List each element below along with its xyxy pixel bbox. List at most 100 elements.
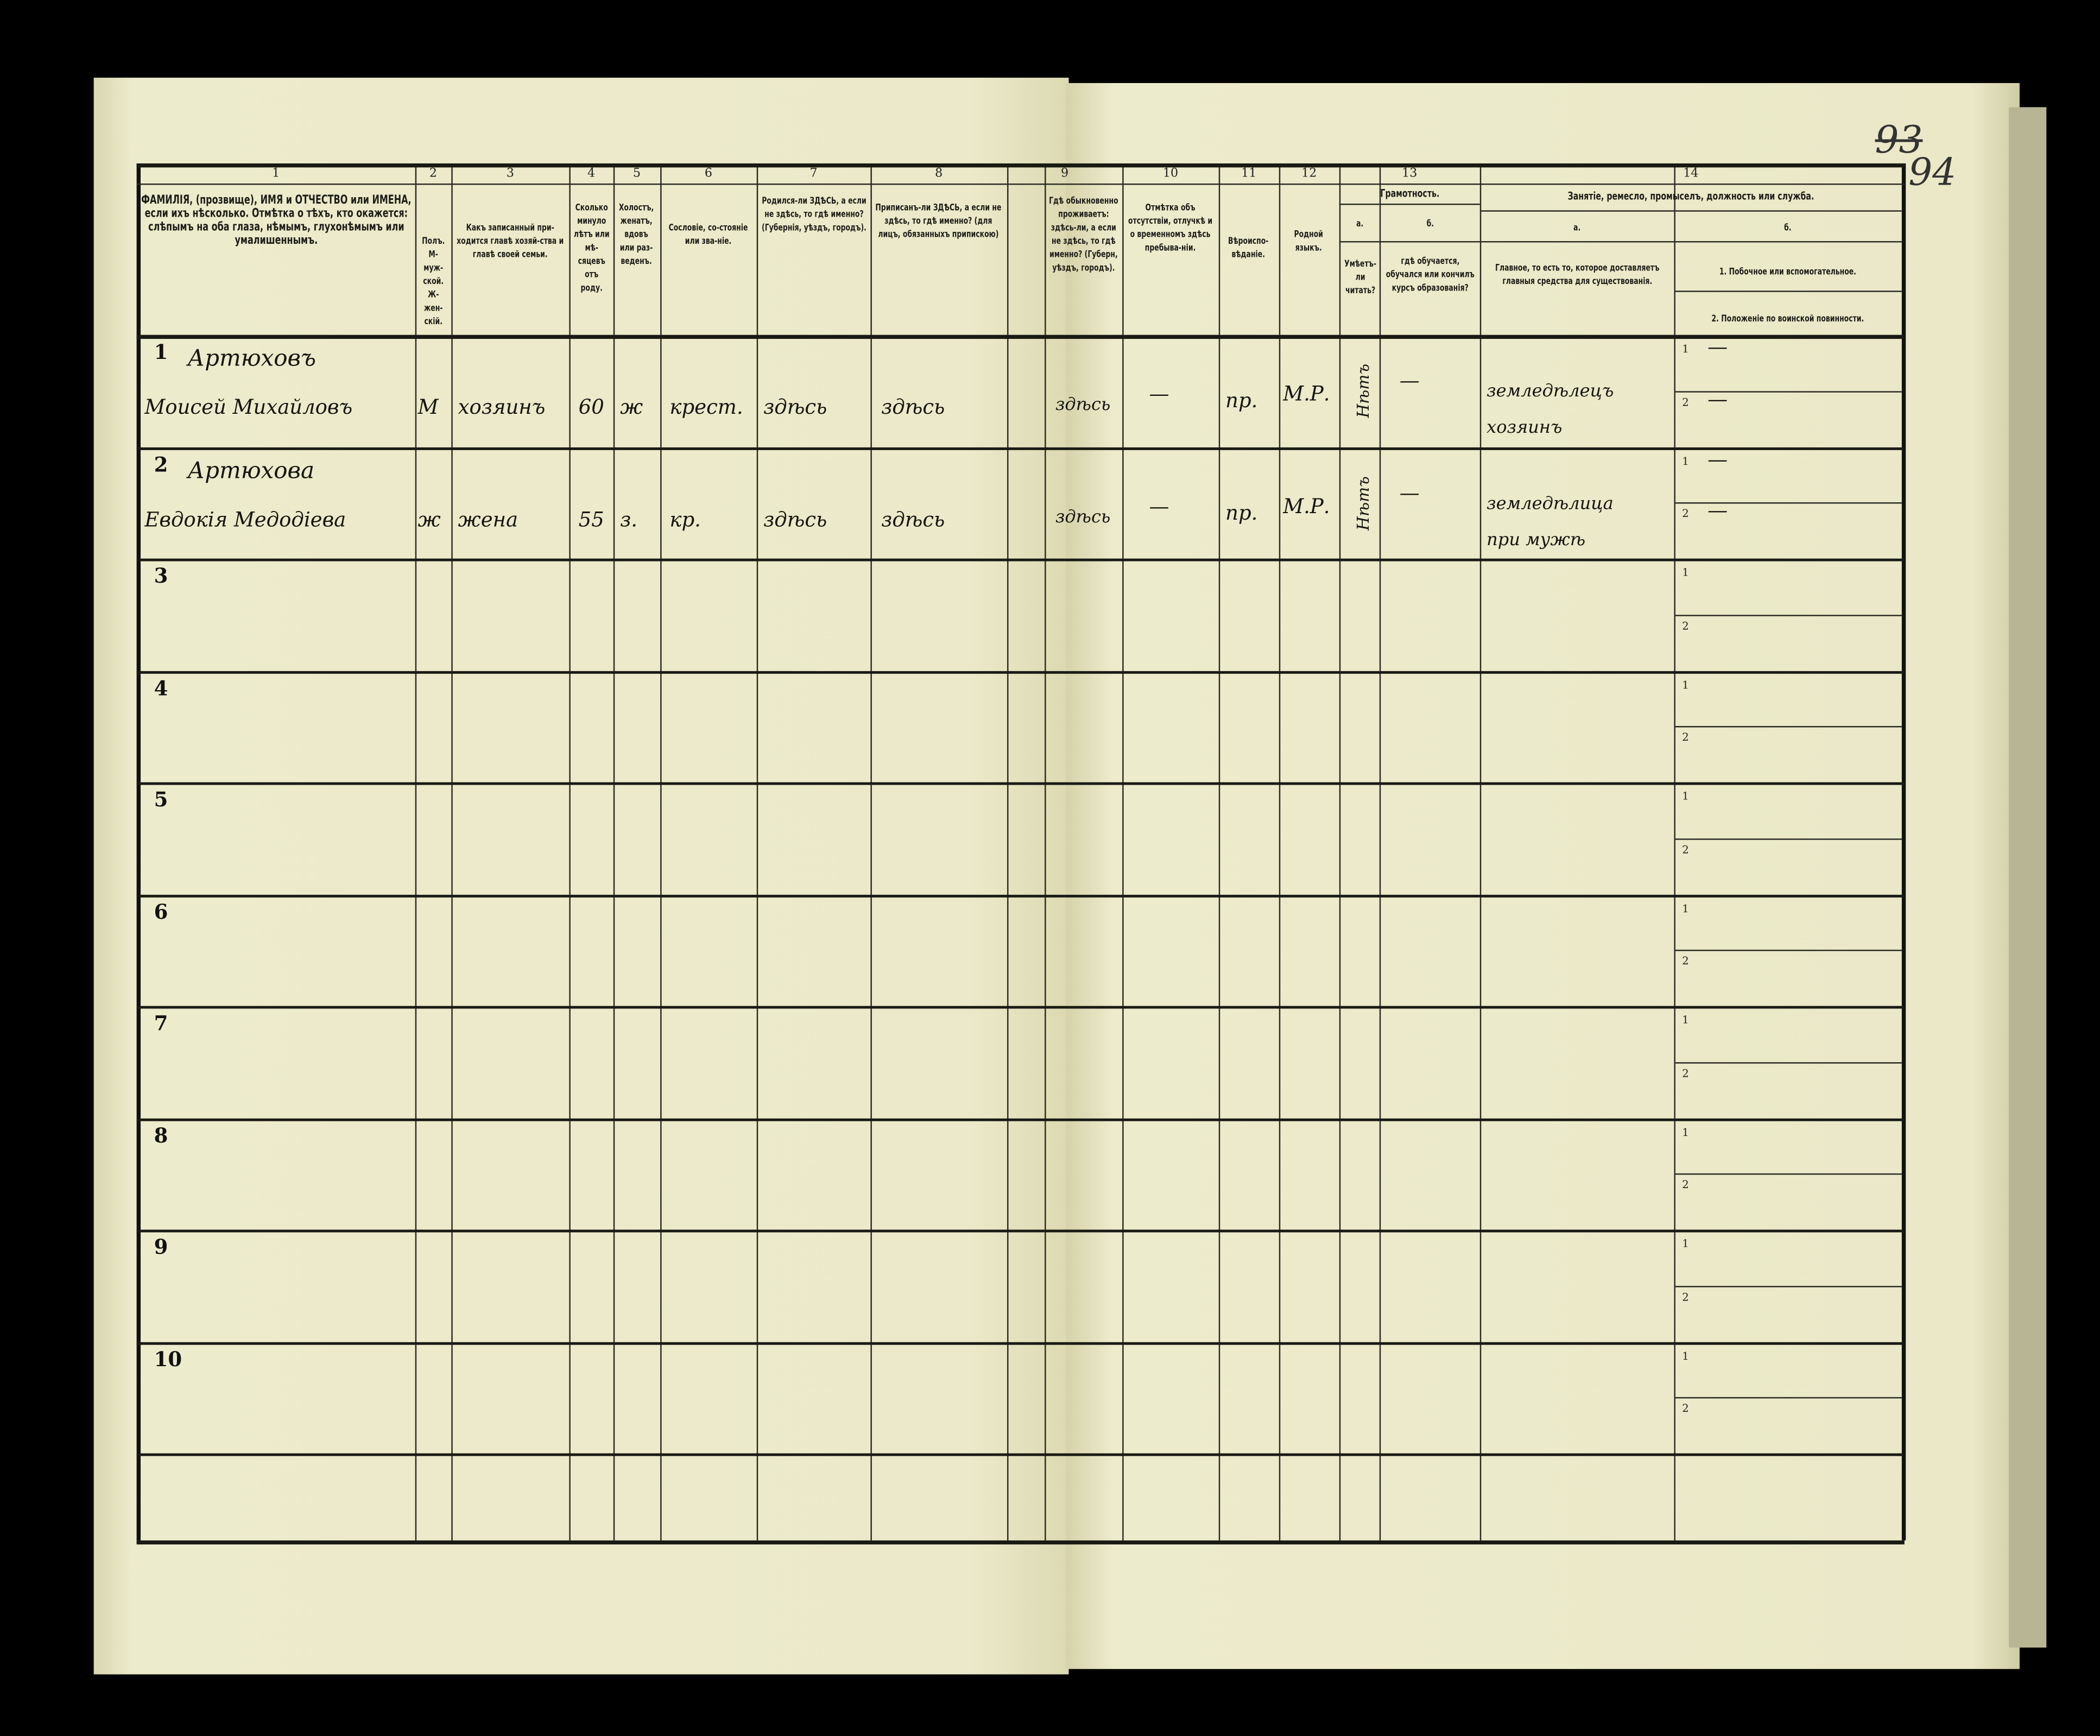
row-number: 7: [154, 1011, 168, 1036]
header-col-8: Приписанъ-ли ЗДѢСЬ, а если не здѣсь, то …: [876, 202, 1002, 240]
sub-number: 1: [1682, 678, 1689, 691]
column-rule: [756, 163, 758, 1541]
crossed-page-number: 93: [1875, 118, 1923, 162]
sub-row-rule: [1674, 1173, 1902, 1176]
sub-number: 2: [1682, 1067, 1689, 1080]
row-number: 10: [154, 1347, 182, 1371]
column-number: 8: [935, 167, 943, 181]
sub-number: 2: [1682, 1291, 1689, 1303]
row-rule: [136, 558, 1905, 561]
header-bottom-rule: [136, 334, 1905, 339]
column-number: 4: [587, 167, 596, 181]
cell-registered: здѣсь: [881, 507, 945, 532]
column-rule: [660, 163, 662, 1541]
cell-religion: пр.: [1225, 500, 1258, 525]
sub-number: 2: [1682, 1179, 1689, 1191]
column-rule: [870, 163, 872, 1541]
column-number: 6: [704, 167, 712, 181]
row-rule: [136, 1118, 1905, 1121]
cell-absence: —: [1149, 494, 1169, 518]
column-rule: [136, 163, 141, 1541]
sub-number: 2: [1682, 396, 1689, 408]
header-col-6: Сословіе, со-стояніе или зва-ніе.: [669, 222, 748, 247]
sub-number: 2: [1682, 1403, 1689, 1415]
cell-resides: здѣсь: [1055, 507, 1111, 527]
row-number: 3: [154, 564, 168, 588]
left-page: [93, 78, 1069, 1675]
column-rule: [1339, 163, 1341, 1541]
right-page: [1066, 83, 2020, 1669]
column-rule: [1122, 163, 1124, 1541]
cell-literate: Нѣтъ: [1353, 363, 1373, 418]
header-13b: гдѣ обучается, обучался или кончилъ курс…: [1385, 256, 1474, 294]
cell-age: 60: [578, 395, 604, 420]
sub-row-rule: [1674, 502, 1902, 504]
header-col-5: Холостъ, женатъ, вдовъ или раз-веденъ.: [619, 202, 655, 267]
gutter-rule: [1045, 163, 1046, 1541]
row-rule: [136, 446, 1905, 450]
cell-born: здѣсь: [763, 395, 827, 420]
column-number: 14: [1683, 167, 1699, 181]
col14-rule: [1479, 210, 1902, 212]
cell-registered: здѣсь: [881, 395, 945, 420]
cell-estate: кр.: [669, 507, 701, 532]
header-literacy: Грамотность.: [1380, 187, 1439, 200]
cell-language: М.Р.: [1283, 494, 1330, 518]
page-edges: [2009, 107, 2047, 1648]
sub-row-rule: [1674, 390, 1902, 393]
given-name-patronymic: Моисей Михайловъ: [144, 395, 353, 420]
column-number: 3: [506, 167, 514, 181]
row-rule: [136, 1006, 1905, 1009]
row-rule: [136, 670, 1905, 673]
header-col-4: Сколько минуло лѣтъ или мѣ-сяцевъ отъ ро…: [573, 202, 609, 294]
column-rule: [451, 163, 453, 1541]
sub-row-rule: [1674, 950, 1902, 952]
row-number: 6: [154, 899, 168, 924]
cell-literate: Нѣтъ: [1353, 475, 1373, 530]
col13-rule: [1339, 203, 1480, 205]
cell-side-occupation: —: [1707, 334, 1728, 359]
row-number: 9: [154, 1235, 168, 1259]
row-rule: [136, 1341, 1905, 1344]
label-14b: б.: [1784, 222, 1792, 233]
column-rule: [569, 163, 571, 1541]
sub-number: 2: [1682, 508, 1689, 520]
sub-number: 2: [1682, 955, 1689, 968]
sub-number: 1: [1682, 343, 1689, 355]
cell-side-occupation: —: [1707, 446, 1728, 471]
sub-row-rule: [1674, 1062, 1902, 1064]
top-rule: [136, 163, 1905, 168]
sub-row-rule: [1674, 838, 1902, 840]
sub-number: 1: [1682, 566, 1689, 579]
sub-row-rule: [1674, 1285, 1902, 1287]
row-number: 8: [154, 1123, 168, 1147]
sub-number: 2: [1682, 620, 1689, 632]
number-row-rule: [136, 183, 1905, 185]
column-number: 7: [809, 167, 818, 181]
given-name-patronymic: Евдокія Медодіева: [144, 507, 346, 532]
sub-number: 1: [1682, 1349, 1689, 1362]
header-col-2: Полъ. М-муж-ской. Ж-жен-скій.: [421, 236, 445, 327]
cell-resides: здѣсь: [1055, 395, 1111, 415]
column-number: 1: [272, 167, 280, 181]
column-rule: [1479, 163, 1482, 1541]
cell-absence: —: [1149, 382, 1169, 406]
cell-military-status: —: [1707, 387, 1728, 411]
header-col-12: Родной языкъ.: [1294, 229, 1324, 254]
sub-row-rule: [1674, 726, 1902, 728]
column-rule: [1379, 163, 1381, 1541]
cell-occupation-2: при мужѣ: [1487, 529, 1586, 550]
cell-relation: жена: [458, 507, 518, 532]
column-number: 12: [1301, 167, 1317, 181]
sub-row-rule: [1674, 614, 1902, 616]
header-col-7: Родился-ли ЗДѢСЬ, а если не здѣсь, то гд…: [761, 195, 866, 233]
cell-age: 55: [578, 507, 604, 532]
cell-sex: М: [418, 395, 439, 420]
cell-military-status: —: [1707, 498, 1728, 523]
column-rule: [1901, 163, 1906, 1541]
label-14a: а.: [1573, 222, 1581, 233]
header-col-9: Гдѣ обыкновенно проживаетъ: здѣсь-ли, а …: [1048, 195, 1118, 274]
bottom-rule: [136, 1540, 1905, 1545]
